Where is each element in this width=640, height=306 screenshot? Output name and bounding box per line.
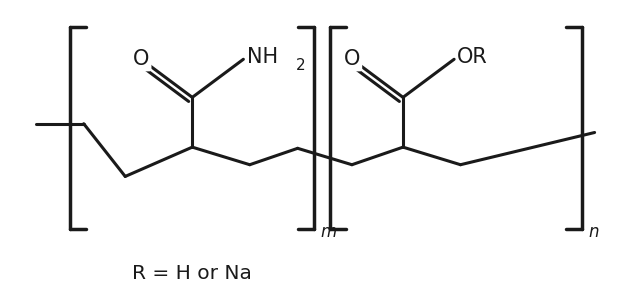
Text: O: O — [344, 49, 360, 69]
Text: R = H or Na: R = H or Na — [132, 263, 252, 282]
Text: n: n — [588, 223, 598, 241]
Text: m: m — [320, 223, 336, 241]
Text: 2: 2 — [296, 58, 305, 73]
Text: O: O — [133, 49, 149, 69]
Text: OR: OR — [458, 47, 488, 67]
Text: NH: NH — [246, 47, 278, 67]
